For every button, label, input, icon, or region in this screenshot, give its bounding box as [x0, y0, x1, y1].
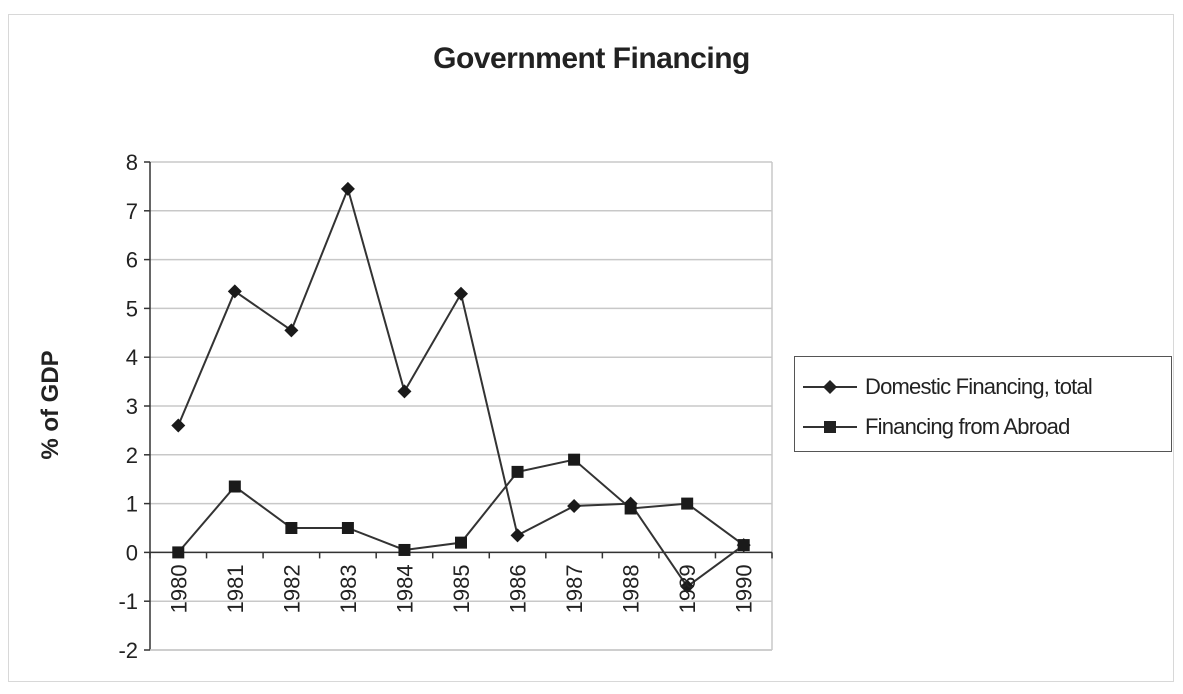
- square-marker-icon: [803, 421, 857, 433]
- data-point-domestic: [227, 284, 242, 299]
- legend-label-domestic: Domestic Financing, total: [865, 374, 1093, 399]
- x-tick-label: 1989: [675, 564, 700, 613]
- x-tick-label: 1985: [449, 564, 474, 613]
- y-tick-label: 6: [126, 248, 138, 273]
- x-tick-label: 1983: [336, 564, 361, 613]
- data-point-abroad: [455, 536, 467, 549]
- series-lines: [171, 181, 751, 594]
- x-tick-label: 1981: [223, 564, 248, 613]
- y-tick-label: -2: [118, 638, 138, 663]
- legend-item-domestic: Domestic Financing, total: [803, 369, 1093, 405]
- data-point-abroad: [568, 453, 581, 466]
- data-point-domestic: [397, 384, 412, 399]
- data-point-abroad: [172, 546, 185, 559]
- data-point-abroad: [681, 497, 694, 510]
- y-tick-label: 5: [126, 296, 138, 321]
- data-point-domestic: [567, 499, 582, 514]
- y-tick-label: 2: [126, 443, 138, 468]
- data-point-domestic: [284, 323, 299, 338]
- axes: [144, 161, 773, 651]
- y-tick-label: 8: [126, 150, 138, 175]
- x-tick-label: 1987: [562, 564, 587, 613]
- data-point-abroad: [228, 480, 241, 493]
- legend-label-abroad: Financing from Abroad: [865, 414, 1070, 439]
- data-point-abroad: [737, 539, 750, 552]
- data-point-domestic: [454, 286, 468, 301]
- x-tick-label: 1988: [619, 564, 644, 613]
- x-tick-label: 1980: [166, 564, 191, 613]
- x-tick-label: 1982: [279, 564, 304, 613]
- data-point-abroad: [341, 522, 354, 534]
- y-axis-label: % of GDP: [37, 350, 64, 459]
- y-tick-label: 0: [126, 540, 138, 565]
- y-tick-label: 3: [126, 394, 138, 419]
- y-tick-label: -1: [118, 589, 138, 614]
- y-tick-label: 7: [126, 199, 138, 224]
- legend-item-abroad: Financing from Abroad: [803, 409, 1070, 445]
- chart-title: Government Financing: [433, 42, 750, 75]
- legend: Domestic Financing, total Financing from…: [794, 356, 1172, 452]
- chart-frame: [8, 14, 1174, 682]
- x-tick-label: 1984: [392, 564, 417, 613]
- y-tick-label: 4: [126, 345, 138, 370]
- x-tick-label: 1986: [506, 564, 531, 613]
- data-point-abroad: [398, 543, 411, 556]
- tick-labels: -2 -1 0 1 2 3 4 5 6 7 8 1980 1981 1982 1983 1984 1985 198…: [118, 150, 756, 663]
- data-point-abroad: [511, 465, 524, 478]
- data-point-domestic: [340, 181, 355, 196]
- data-point-abroad: [285, 522, 298, 534]
- data-point-domestic: [171, 418, 186, 433]
- x-tick-label: 1990: [732, 564, 757, 613]
- data-point-domestic: [680, 579, 695, 594]
- y-tick-label: 1: [126, 492, 138, 517]
- series-line-domestic: [177, 185, 745, 588]
- data-point-domestic: [510, 528, 525, 543]
- diamond-marker-icon: [803, 380, 857, 394]
- data-point-abroad: [624, 502, 637, 515]
